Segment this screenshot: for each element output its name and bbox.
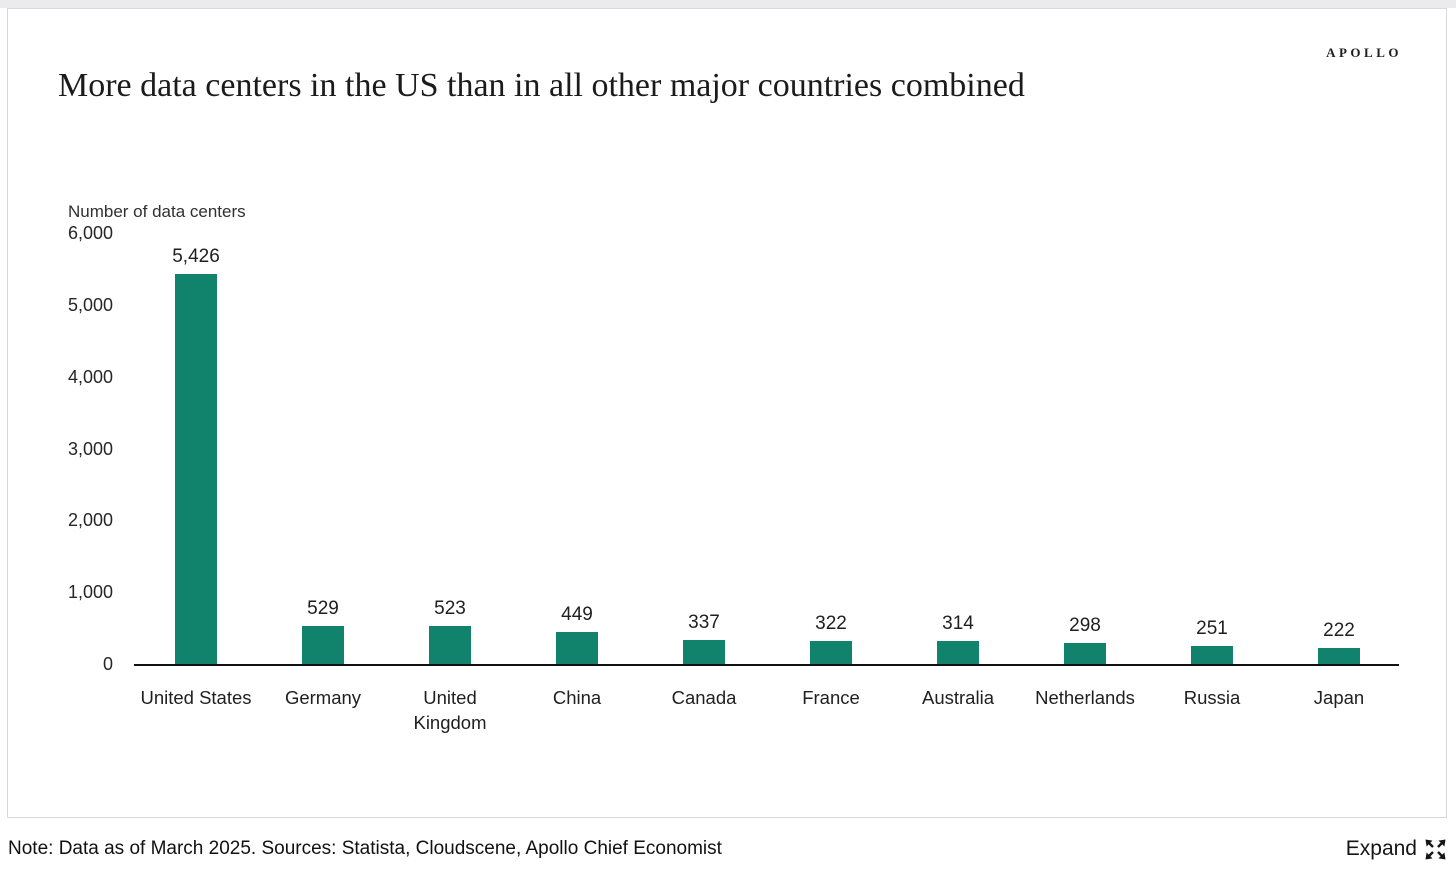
apollo-logo: APOLLO xyxy=(1326,45,1402,60)
bar-value-label: 529 xyxy=(307,598,339,619)
bar-value-label: 449 xyxy=(561,604,593,625)
expand-button-label: Expand xyxy=(1345,837,1417,860)
x-axis-category-label: United States xyxy=(140,687,252,708)
y-tick-label: 0 xyxy=(102,654,113,674)
x-axis-line xyxy=(134,664,1399,666)
bar xyxy=(175,274,217,664)
bar-value-label: 314 xyxy=(942,613,974,634)
x-axis-category-label: France xyxy=(802,687,860,708)
y-tick-label: 4,000 xyxy=(67,366,113,387)
x-axis-category-label: Australia xyxy=(922,687,994,708)
bar xyxy=(556,632,598,664)
bar-value-label: 222 xyxy=(1323,620,1355,641)
footer-bar: Note: Data as of March 2025. Sources: St… xyxy=(8,829,1448,869)
source-note: Note: Data as of March 2025. Sources: St… xyxy=(8,838,722,859)
x-axis-category-label: Canada xyxy=(671,687,737,708)
bar-value-label: 298 xyxy=(1069,615,1101,636)
bar xyxy=(302,626,344,664)
y-tick-label: 6,000 xyxy=(67,223,113,243)
x-axis-category-label: China xyxy=(552,687,602,708)
x-axis-category-label: Russia xyxy=(1183,687,1241,708)
x-axis-category-label: United Kingdom xyxy=(413,687,487,733)
bar xyxy=(683,640,725,664)
bar xyxy=(429,626,471,664)
top-strip xyxy=(0,0,1456,8)
bar xyxy=(1318,648,1360,664)
bar xyxy=(810,641,852,664)
bar xyxy=(1191,646,1233,664)
chart-card: APOLLO More data centers in the US than … xyxy=(7,8,1447,818)
bar-value-label: 251 xyxy=(1196,618,1228,639)
x-axis-category-label: Netherlands xyxy=(1035,687,1135,708)
expand-button[interactable]: Expand xyxy=(1346,837,1448,862)
expand-arrows-icon xyxy=(1425,839,1446,859)
y-tick-label: 1,000 xyxy=(67,582,113,603)
bar-value-label: 5,426 xyxy=(172,246,220,267)
x-axis-category-label: Germany xyxy=(284,687,362,708)
x-axis-category-label: Japan xyxy=(1313,687,1365,708)
y-tick-label: 2,000 xyxy=(67,510,113,531)
bar xyxy=(937,641,979,664)
bar-value-label: 337 xyxy=(688,612,720,633)
bar xyxy=(1064,643,1106,664)
y-axis-title: Number of data centers xyxy=(68,202,246,221)
bar-chart: 0 1,000 2,000 3,000 4,000 5,000 6,000 5,426 Unit… xyxy=(8,9,1448,819)
chart-title: More data centers in the US than in all … xyxy=(58,67,1025,104)
y-tick-label: 3,000 xyxy=(67,438,113,459)
y-tick-label: 5,000 xyxy=(67,294,113,315)
bar-value-label: 322 xyxy=(815,613,847,634)
bar-value-label: 523 xyxy=(434,598,466,619)
